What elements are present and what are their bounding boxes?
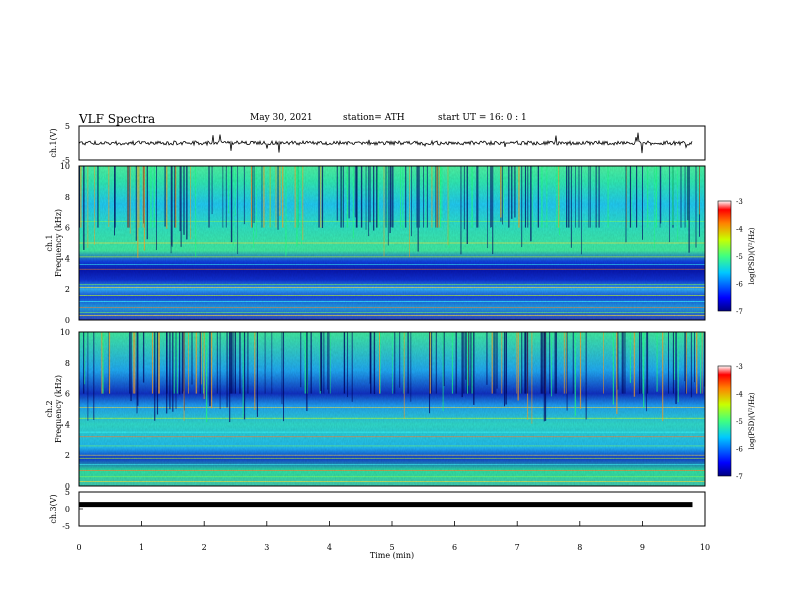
ch1-colorbar-tick-label: -3	[736, 198, 743, 206]
ch1-ytick-label: 6	[65, 224, 70, 233]
ch2-spectrogram-panel	[78, 331, 706, 487]
ch3-voltage-panel	[78, 491, 706, 527]
ch2-colorbar-tick-label: -5	[736, 418, 743, 426]
ch2-ytick-label: 6	[65, 390, 70, 399]
ch2-ytick-label: 10	[60, 328, 70, 337]
x-axis-label: Time (min)	[370, 551, 414, 560]
ch2-colorbar-tick-label: -3	[736, 363, 743, 371]
date-label: May 30, 2021	[250, 113, 313, 123]
ch1-ytick-label: 4	[65, 254, 70, 263]
ch2-ylabel: Frequency (kHz)	[54, 375, 63, 443]
ch2-ytick-label: 2	[65, 451, 70, 460]
x-tick-label: 5	[389, 543, 394, 552]
ch2-colorbar-tick-label: -7	[736, 473, 743, 481]
x-tick-label: 8	[577, 543, 582, 552]
ch1-ytick-label: 8	[65, 193, 70, 202]
ch1-ytick-label: 5	[65, 122, 70, 131]
ch1-panel-label: ch.1	[45, 234, 54, 251]
ch1-ytick-label: 2	[65, 285, 70, 294]
ch2-panel-label: ch.2	[45, 400, 54, 417]
ch1-colorbar-tick-label: -6	[736, 281, 743, 289]
ch2-colorbar-label: log(PSD)(V²/Hz)	[748, 392, 756, 449]
ch1-colorbar-tick-label: -5	[736, 253, 743, 261]
ch2-ytick-label: 8	[65, 359, 70, 368]
ch1-spectrogram-image	[79, 166, 705, 320]
ch1-voltage-panel	[78, 125, 706, 161]
x-tick-label: 1	[139, 543, 144, 552]
x-tick-label: 0	[76, 543, 81, 552]
chart-title: VLF Spectra	[79, 112, 156, 126]
ch3-ylabel: ch.3(V)	[49, 494, 58, 523]
ch2-ytick-label: 0	[65, 482, 70, 491]
ch1-voltage-trace	[78, 132, 693, 154]
ch1-ylabel: Frequency (kHz)	[54, 209, 63, 277]
x-tick-label: 2	[202, 543, 207, 552]
ch2-colorbar-tick-label: -6	[736, 446, 743, 454]
colorbar-ch1	[717, 200, 732, 312]
x-tick-label: 4	[327, 543, 332, 552]
x-tick-label: 6	[452, 543, 457, 552]
ch3-ytick-label: 0	[65, 505, 70, 514]
colorbar-ch2	[717, 365, 732, 477]
ch1-frame	[78, 165, 706, 321]
x-tick-label: 7	[515, 543, 520, 552]
ch2-frame	[78, 331, 706, 487]
x-tick-label: 9	[640, 543, 645, 552]
ch3-ytick-label: 5	[65, 488, 70, 497]
ch3-ytick-label: -5	[62, 522, 70, 531]
ch2-colorbar-tick-label: -4	[736, 391, 743, 399]
ch1-spectrogram-panel	[78, 165, 706, 321]
ch2-spectrogram-image	[79, 332, 705, 486]
ch1-ytick-label: 0	[65, 316, 70, 325]
ch1-ytick-label: 10	[60, 162, 70, 171]
ch1-ytick-label: -5	[62, 156, 70, 165]
ch1-ylabel: ch.1(V)	[49, 128, 58, 157]
ch2-ytick-label: 4	[65, 420, 70, 429]
start-time-label: start UT = 16: 0 : 1	[438, 113, 527, 123]
ch1-colorbar-tick-label: -4	[736, 226, 743, 234]
x-tick-label: 3	[264, 543, 269, 552]
station-label: station= ATH	[343, 113, 405, 123]
x-tick-label: 10	[700, 543, 710, 552]
ch1-colorbar-tick-label: -7	[736, 308, 743, 316]
ch1-colorbar-label: log(PSD)(V²/Hz)	[748, 227, 756, 284]
